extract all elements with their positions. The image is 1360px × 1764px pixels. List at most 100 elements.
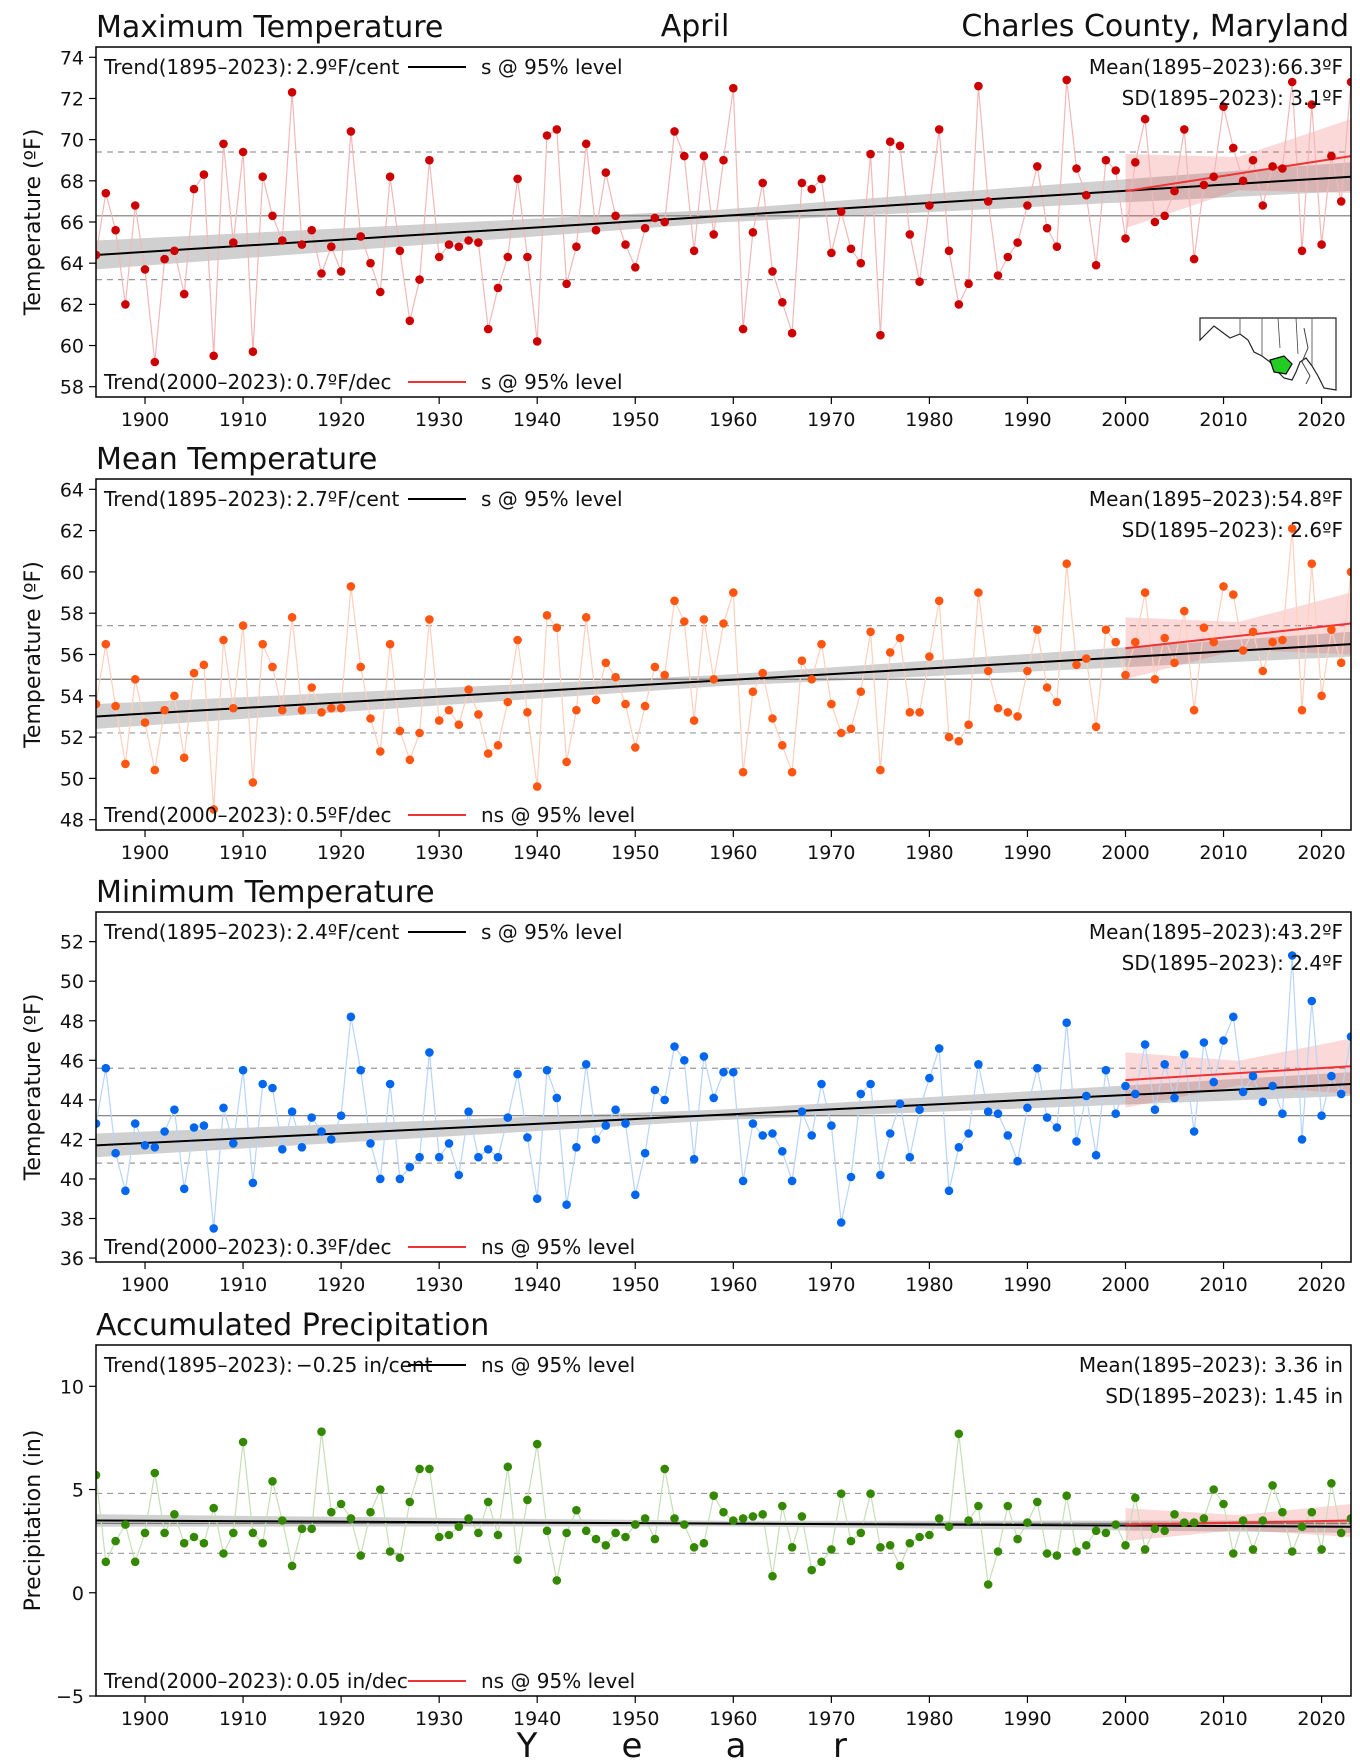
x-tick-label: 1900 bbox=[121, 1274, 169, 1296]
data-point bbox=[866, 627, 875, 637]
x-tick-label: 1920 bbox=[317, 1274, 365, 1296]
data-point bbox=[1278, 1507, 1287, 1517]
data-point bbox=[1248, 1071, 1258, 1081]
data-point bbox=[297, 240, 307, 249]
data-point bbox=[1327, 1071, 1336, 1081]
y-tick-label: 54 bbox=[60, 686, 84, 708]
data-point bbox=[709, 230, 718, 239]
data-point bbox=[768, 1129, 777, 1138]
data-point bbox=[101, 1063, 111, 1073]
data-point bbox=[425, 615, 434, 624]
data-point bbox=[552, 125, 562, 134]
data-point bbox=[699, 1052, 709, 1061]
data-point bbox=[179, 1184, 189, 1194]
data-point bbox=[846, 724, 856, 734]
data-point bbox=[1111, 166, 1120, 175]
data-point bbox=[1150, 1524, 1160, 1534]
data-point bbox=[121, 1520, 130, 1529]
data-point bbox=[660, 1095, 669, 1105]
data-point bbox=[680, 151, 689, 161]
data-point bbox=[405, 755, 415, 765]
data-point bbox=[817, 1557, 826, 1567]
data-point bbox=[1258, 666, 1268, 676]
trend-recent-line bbox=[1125, 1519, 1351, 1526]
y-tick-label: 56 bbox=[60, 645, 84, 667]
data-point bbox=[1336, 197, 1346, 206]
data-point bbox=[1170, 658, 1179, 668]
data-point bbox=[660, 1464, 669, 1474]
data-point bbox=[846, 1536, 856, 1546]
data-point bbox=[601, 658, 611, 668]
data-point bbox=[346, 127, 356, 136]
x-tick-label: 2020 bbox=[1297, 1274, 1345, 1296]
data-point bbox=[876, 1170, 885, 1180]
data-point bbox=[278, 1145, 287, 1154]
data-point bbox=[111, 225, 120, 235]
data-point bbox=[876, 765, 885, 775]
x-tick-label: 2020 bbox=[1297, 409, 1345, 431]
data-point bbox=[738, 1514, 748, 1523]
data-point bbox=[856, 687, 866, 696]
data-point bbox=[1297, 705, 1307, 715]
data-point bbox=[1091, 1526, 1101, 1536]
data-point bbox=[1189, 254, 1199, 264]
data-point bbox=[1287, 524, 1297, 533]
panel-title: Minimum Temperature bbox=[96, 875, 435, 910]
x-tick-label: 1940 bbox=[513, 409, 561, 431]
data-point bbox=[1131, 158, 1140, 167]
data-point bbox=[336, 1111, 346, 1120]
data-point bbox=[170, 691, 179, 701]
panel-title: Maximum Temperature bbox=[96, 10, 443, 45]
data-point bbox=[1140, 114, 1150, 124]
data-point bbox=[885, 648, 895, 657]
data-point bbox=[1199, 623, 1209, 632]
data-point bbox=[385, 1079, 395, 1089]
data-point bbox=[581, 613, 591, 622]
county-borders bbox=[1239, 317, 1313, 366]
data-point bbox=[1189, 705, 1199, 715]
data-point bbox=[974, 81, 983, 91]
data-point bbox=[405, 316, 415, 326]
data-point bbox=[572, 1505, 581, 1515]
data-point bbox=[572, 705, 581, 715]
x-tick-label: 1900 bbox=[121, 1708, 169, 1730]
data-point bbox=[1033, 1497, 1042, 1507]
data-point bbox=[356, 1551, 366, 1560]
data-point bbox=[650, 662, 660, 672]
y-tick-label: 48 bbox=[60, 810, 84, 832]
data-point bbox=[974, 1060, 983, 1069]
sd-annotation: SD(1895–2023): 2.6ºF bbox=[1122, 518, 1343, 542]
data-point bbox=[513, 635, 522, 645]
data-point bbox=[1278, 635, 1287, 645]
data-point bbox=[944, 246, 954, 256]
trend-long-value: 2.9ºF/cent bbox=[296, 55, 399, 79]
x-tick-label: 2000 bbox=[1101, 409, 1149, 431]
x-axis-label-letter-4: r bbox=[833, 1726, 847, 1760]
trend-recent-label: Trend(2000–2023): bbox=[103, 370, 293, 394]
data-point bbox=[631, 1190, 640, 1200]
data-point bbox=[287, 88, 297, 97]
data-point bbox=[503, 697, 513, 707]
data-point bbox=[346, 1514, 356, 1523]
data-point bbox=[944, 1522, 954, 1531]
data-point bbox=[366, 1139, 375, 1148]
data-point bbox=[101, 639, 111, 649]
data-point bbox=[385, 1547, 395, 1556]
data-point bbox=[434, 1532, 444, 1542]
x-tick-label: 1960 bbox=[709, 1708, 757, 1730]
data-point bbox=[680, 1056, 689, 1065]
trend-recent-significance: ns @ 95% level bbox=[481, 1235, 635, 1259]
data-point bbox=[356, 662, 366, 672]
panel-title: Accumulated Precipitation bbox=[96, 1308, 489, 1343]
data-point bbox=[915, 1532, 924, 1542]
data-point bbox=[297, 1524, 307, 1534]
data-point bbox=[817, 174, 826, 184]
data-point bbox=[689, 1543, 699, 1552]
data-point bbox=[258, 1538, 268, 1548]
data-point bbox=[336, 267, 346, 276]
data-point bbox=[827, 699, 836, 709]
data-point bbox=[1150, 217, 1160, 227]
data-point bbox=[513, 1555, 522, 1564]
data-point bbox=[748, 687, 758, 696]
data-point bbox=[1013, 1156, 1022, 1166]
